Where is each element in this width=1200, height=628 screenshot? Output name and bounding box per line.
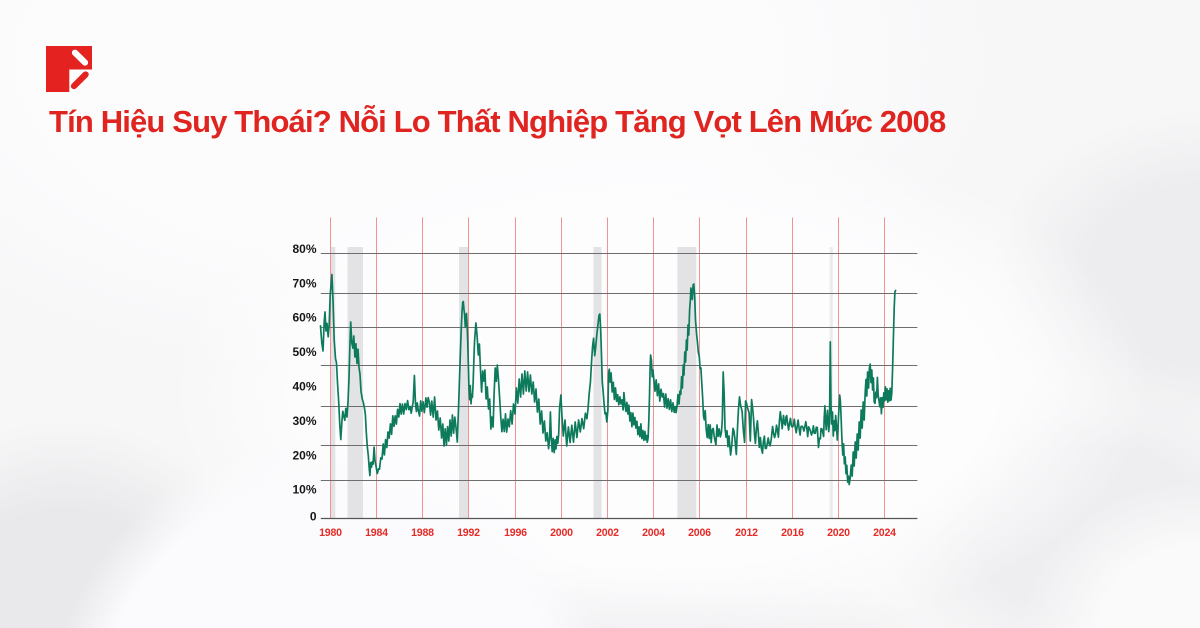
svg-text:20%: 20% <box>292 448 316 462</box>
svg-text:1992: 1992 <box>457 527 480 539</box>
svg-text:2020: 2020 <box>827 527 850 539</box>
svg-text:2000: 2000 <box>550 527 573 539</box>
svg-text:60%: 60% <box>292 311 316 325</box>
svg-text:10%: 10% <box>292 483 316 497</box>
svg-text:2012: 2012 <box>735 527 758 539</box>
svg-text:80%: 80% <box>292 242 316 256</box>
svg-text:70%: 70% <box>292 276 316 290</box>
svg-text:2016: 2016 <box>781 527 804 539</box>
svg-text:1996: 1996 <box>504 527 527 539</box>
svg-text:1984: 1984 <box>365 527 388 539</box>
svg-text:1988: 1988 <box>411 527 434 539</box>
svg-text:40%: 40% <box>292 380 316 394</box>
svg-text:0: 0 <box>310 510 317 524</box>
svg-text:2004: 2004 <box>642 527 665 539</box>
svg-text:50%: 50% <box>292 345 316 359</box>
svg-text:2006: 2006 <box>688 527 711 539</box>
svg-text:30%: 30% <box>292 414 316 428</box>
svg-text:2002: 2002 <box>596 527 619 539</box>
svg-text:1980: 1980 <box>319 527 342 539</box>
svg-text:2024: 2024 <box>873 527 896 539</box>
